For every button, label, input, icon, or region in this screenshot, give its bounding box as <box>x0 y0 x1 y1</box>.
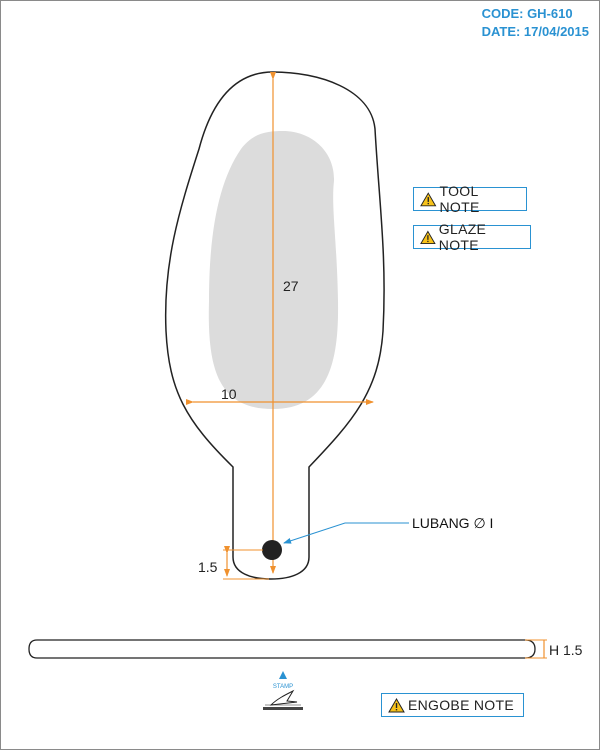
side-profile <box>28 639 536 659</box>
warning-icon <box>420 191 437 206</box>
hole-label: LUBANG ∅ I <box>412 515 493 531</box>
engobe-note-label: ENGOBE NOTE <box>408 697 514 713</box>
glaze-note[interactable]: GLAZE NOTE <box>413 221 531 253</box>
stamp-label: STAMP <box>273 684 293 690</box>
warning-icon <box>388 697 405 712</box>
glaze-note-label: GLAZE NOTE <box>438 221 487 253</box>
stamp-logo <box>263 689 303 710</box>
width-dim-label: 10 <box>221 386 237 402</box>
hole <box>262 540 282 560</box>
thickness-dim-label: H 1.5 <box>549 642 583 658</box>
hole-leader <box>283 522 409 544</box>
base-dim-label: 1.5 <box>198 559 218 575</box>
title-block: CODE: GH-610 DATE: 17/04/2015 <box>482 5 589 41</box>
engobe-note[interactable]: ENGOBE NOTE <box>381 693 524 717</box>
tool-note[interactable]: TOOL NOTE <box>413 183 527 215</box>
length-dim-label: 27 <box>283 278 299 294</box>
warning-icon <box>420 230 436 244</box>
spoon-outline <box>164 71 385 580</box>
code-label: CODE: GH-610 <box>481 6 573 21</box>
tool-note-label: TOOL NOTE <box>439 183 480 215</box>
stamp-arrow-icon <box>279 671 287 679</box>
date-label: DATE: 17/04/2015 <box>481 24 589 39</box>
